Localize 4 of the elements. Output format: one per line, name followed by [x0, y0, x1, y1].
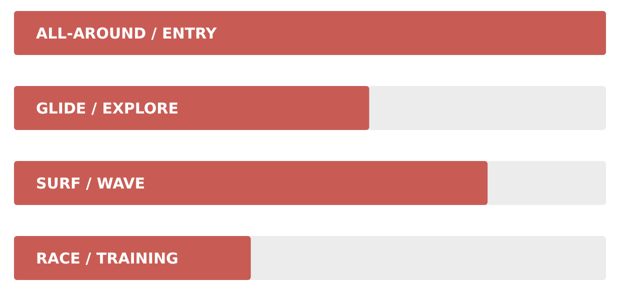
y-tick-label: SURF / WAVE — [36, 174, 146, 192]
y-tick-label: RACE / TRAINING — [36, 249, 178, 268]
y-tick-label: GLIDE / EXPLORE — [36, 99, 178, 118]
y-tick-label: ALL-AROUND / ENTRY — [36, 24, 218, 42]
